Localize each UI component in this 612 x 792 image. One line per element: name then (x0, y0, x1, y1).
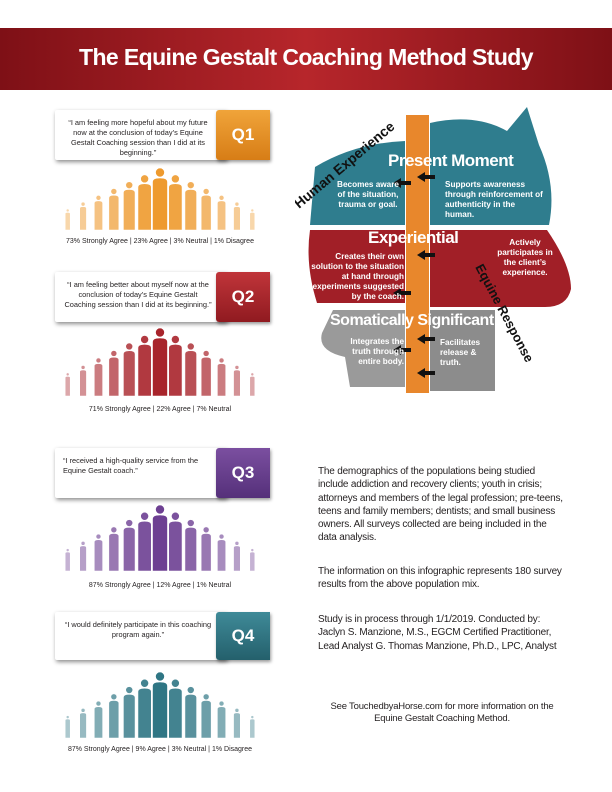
results-text: 87% Strongly Agree | 12% Agree | 1% Neut… (88, 582, 232, 589)
question-tab: Q1 (216, 110, 270, 160)
person-figure (137, 678, 152, 738)
section-heading: Present Moment (388, 151, 514, 170)
equine-text: Supports awareness through reinforcement… (445, 180, 543, 219)
person-figure (152, 672, 168, 738)
arrows (393, 172, 435, 378)
question-tab: Q4 (216, 612, 270, 660)
human-experiential-block (308, 230, 405, 303)
person-figure (217, 194, 227, 230)
equine-present-block (430, 107, 552, 225)
person-figure (108, 188, 120, 230)
equine-experiential-block (430, 230, 571, 307)
person-figure (233, 365, 241, 396)
person-figure (249, 372, 256, 396)
quote-box: “I am feeling more hopeful about my futu… (55, 110, 227, 160)
equine-somatic-block (430, 310, 495, 391)
person-figure (200, 526, 212, 571)
person-figure (137, 511, 152, 571)
person-figure (152, 505, 168, 571)
people-figures (64, 505, 256, 571)
paragraph: The information on this infographic repr… (318, 566, 562, 591)
quote-box: “I would definitely participate in this … (55, 612, 227, 660)
human-text: Integrates the truth through entire body… (350, 337, 404, 366)
people-figures (64, 672, 256, 738)
person-figure (93, 194, 103, 230)
person-figure (137, 174, 152, 230)
person-figure (79, 201, 87, 230)
person-figure (93, 533, 103, 571)
question-tab: Q2 (216, 272, 270, 322)
person-figure (108, 350, 120, 396)
quote-box: “I am feeling better about myself now at… (55, 272, 227, 322)
person-figure (64, 548, 71, 571)
center-bar (406, 115, 429, 393)
paragraph: See TouchedbyaHorse.com for more informa… (330, 701, 554, 724)
section-heading: Somatically Significant (330, 312, 494, 329)
person-figure (64, 208, 71, 230)
person-figure (249, 548, 256, 571)
human-text: Becomes aware of the situation, trauma o… (337, 180, 399, 209)
person-figure (123, 686, 136, 738)
equine-text: Actively participates in the client’s ex… (497, 238, 553, 277)
question-tab: Q3 (216, 448, 270, 498)
person-figure (93, 357, 103, 396)
person-figure (137, 335, 152, 396)
person-figure (79, 365, 87, 396)
person-figure (108, 526, 120, 571)
person-figure (152, 168, 168, 230)
person-figure (184, 342, 197, 396)
page-title: The Equine Gestalt Coaching Method Study (79, 44, 534, 70)
human-text: Creates their own solution to the situat… (311, 252, 404, 301)
person-figure (64, 715, 71, 738)
person-figure (79, 707, 87, 738)
person-figure (249, 208, 256, 230)
person-figure (168, 174, 183, 230)
person-figure (184, 181, 197, 230)
person-figure (123, 342, 136, 396)
person-figure (64, 372, 71, 396)
paragraph: Study is in process through 1/1/2019. Co… (318, 614, 557, 652)
results-text: 87% Strongly Agree | 9% Agree | 3% Neutr… (67, 746, 253, 753)
people-figures (64, 168, 256, 230)
horse-head-diagram: Human Experience Equine Response (295, 107, 571, 393)
person-figure (200, 350, 212, 396)
person-figure (233, 201, 241, 230)
person-figure (217, 700, 227, 738)
person-figure (79, 540, 87, 571)
person-figure (168, 678, 183, 738)
person-figure (152, 328, 168, 396)
person-figure (108, 693, 120, 738)
person-figure (217, 533, 227, 571)
person-figure (123, 519, 136, 571)
paragraph: The demographics of the populations bein… (318, 466, 563, 544)
person-figure (168, 511, 183, 571)
person-figure (233, 540, 241, 571)
person-figure (249, 715, 256, 738)
person-figure (200, 693, 212, 738)
title-banner (0, 28, 612, 90)
section-heading: Experiential (368, 228, 459, 247)
person-figure (123, 181, 136, 230)
results-text: 71% Strongly Agree | 22% Agree | 7% Neut… (88, 406, 232, 413)
results-text: 73% Strongly Agree | 23% Agree | 3% Neut… (66, 238, 254, 245)
person-figure (93, 700, 103, 738)
person-figure (233, 707, 241, 738)
human-present-block (310, 141, 405, 225)
quote-box: “I received a high-quality service from … (55, 448, 227, 498)
person-figure (217, 357, 227, 396)
person-figure (200, 188, 212, 230)
person-figure (184, 686, 197, 738)
human-somatic-block (321, 310, 405, 387)
person-figure (184, 519, 197, 571)
person-figure (168, 335, 183, 396)
equine-text: Facilitates release & truth. (440, 338, 481, 367)
people-figures (64, 328, 256, 396)
